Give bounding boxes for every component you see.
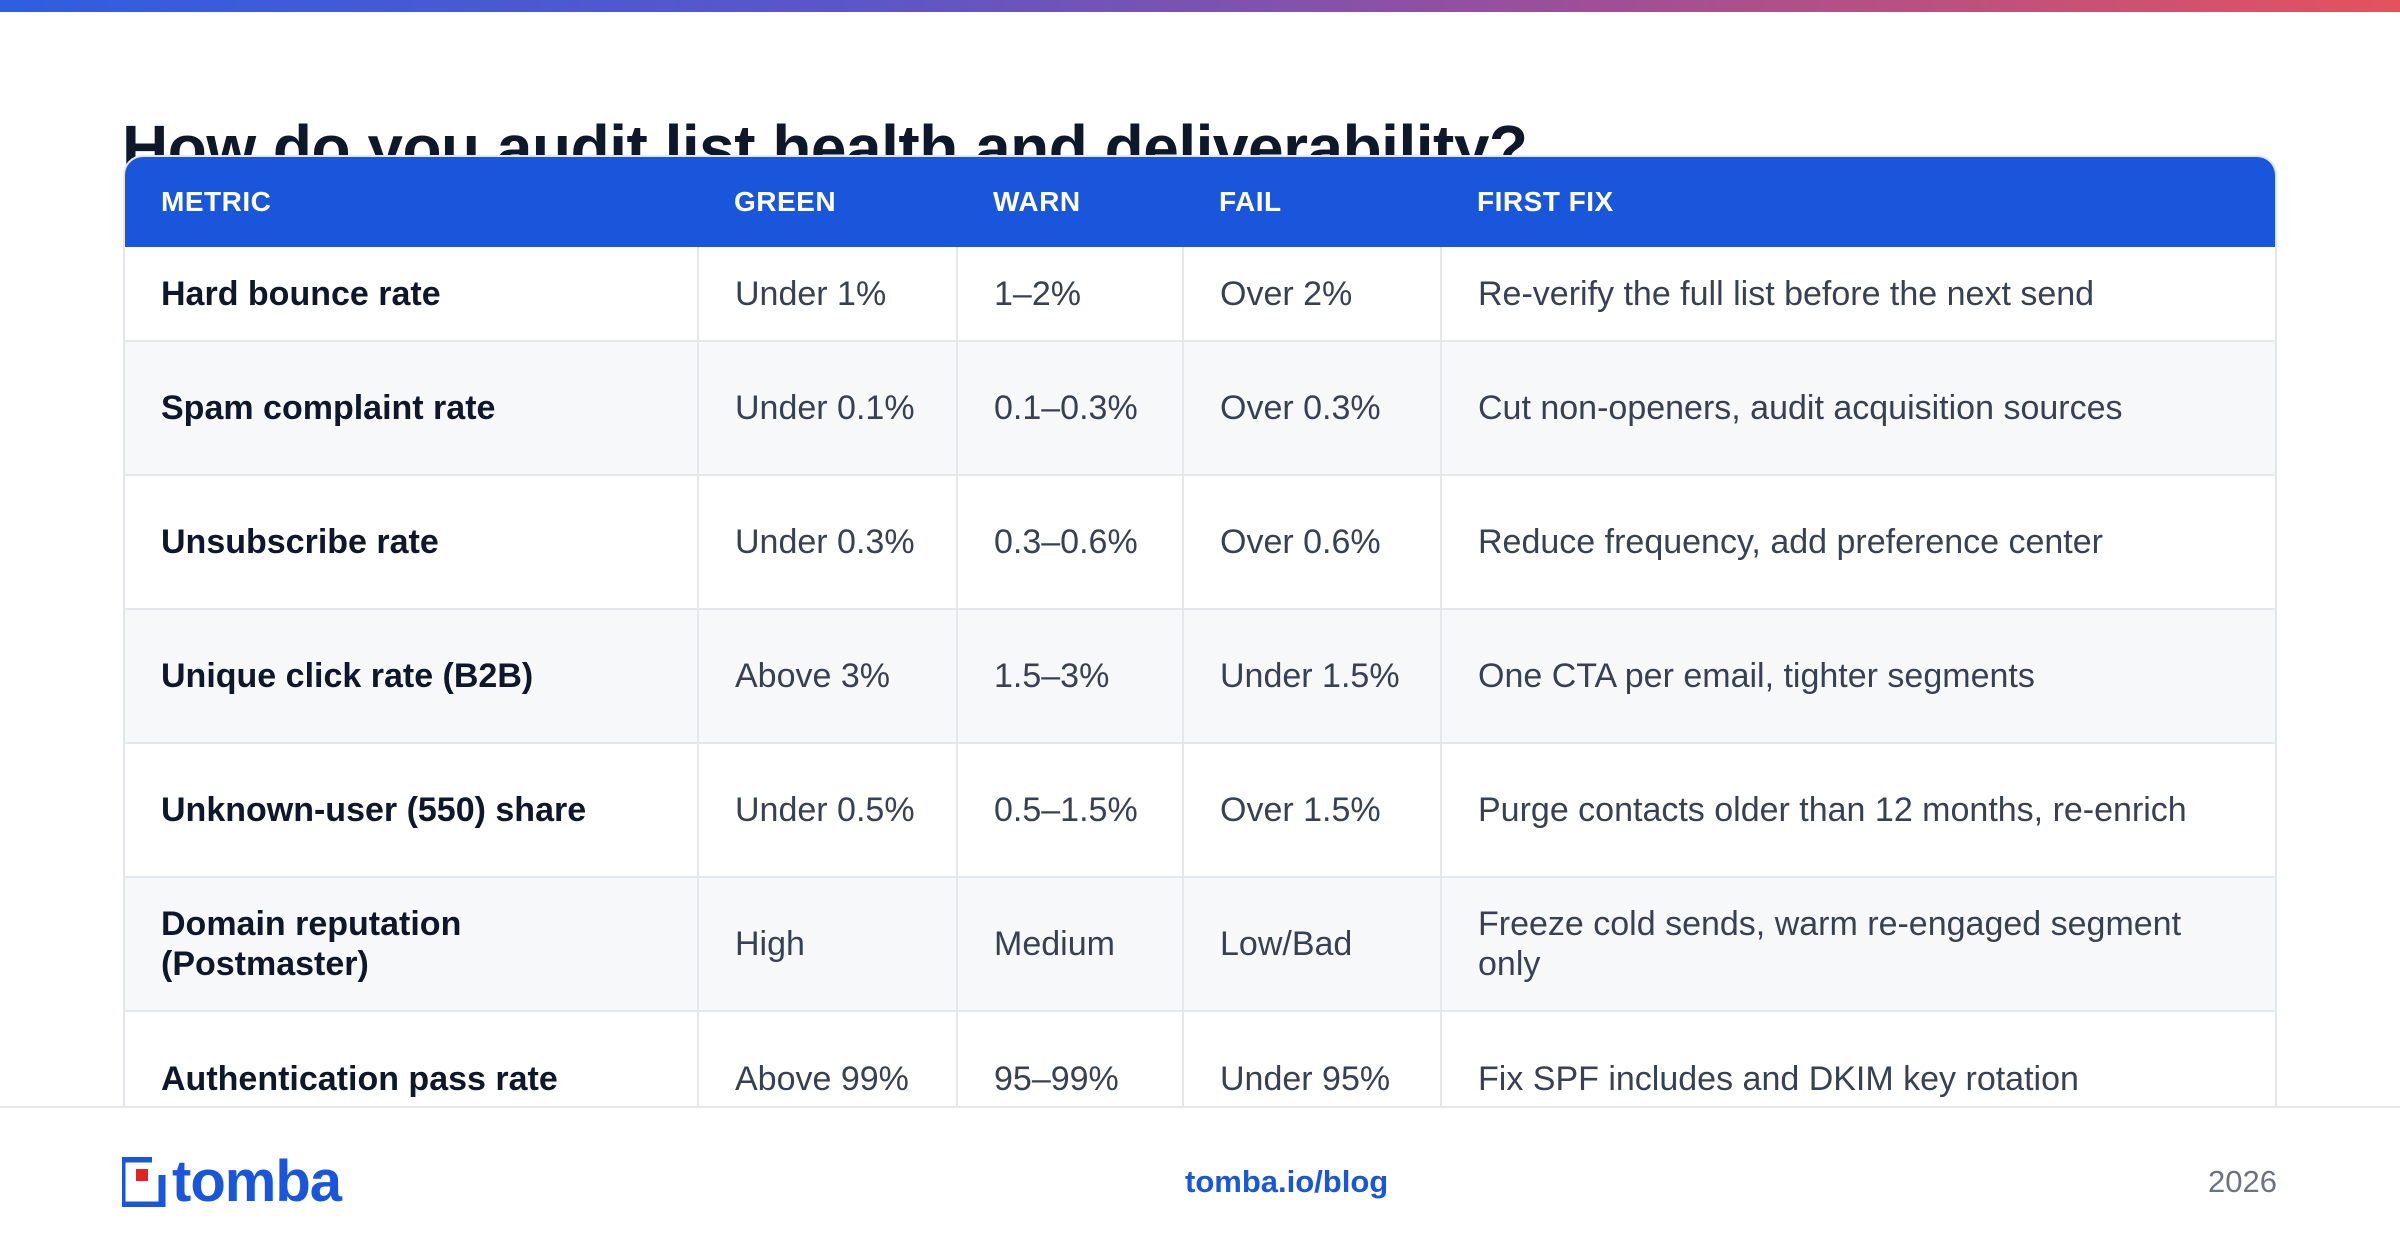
tomba-logo[interactable]: tomba	[122, 1149, 342, 1214]
warn-cell: 0.1–0.3%	[957, 340, 1184, 475]
green-cell: Under 1%	[698, 247, 958, 341]
tomba-logo-icon	[122, 1157, 166, 1207]
first-fix-cell: Reduce frequency, add preference center	[1441, 474, 2275, 609]
table-row: Unsubscribe rate Under 0.3% 0.3–0.6% Ove…	[125, 474, 2275, 609]
metric-cell: Spam complaint rate	[125, 340, 699, 475]
fail-cell: Over 0.6%	[1183, 474, 1442, 609]
table-header-row: METRIC GREEN WARN FAIL FIRST FIX	[125, 157, 2275, 247]
warn-cell: Medium	[957, 876, 1184, 1011]
table-row: Unknown-user (550) share Under 0.5% 0.5–…	[125, 742, 2275, 877]
first-fix-cell: Purge contacts older than 12 months, re-…	[1441, 742, 2275, 877]
table-row: Hard bounce rate Under 1% 1–2% Over 2% R…	[125, 247, 2275, 341]
top-gradient-bar	[0, 0, 2400, 12]
green-cell: Above 3%	[698, 608, 958, 743]
metric-cell: Unsubscribe rate	[125, 474, 699, 609]
footer	[0, 1108, 2400, 1260]
fail-cell: Over 1.5%	[1183, 742, 1442, 877]
green-cell: Under 0.3%	[698, 474, 958, 609]
fail-cell: Under 1.5%	[1183, 608, 1442, 743]
header-metric: METRIC	[125, 157, 698, 247]
header-warn: WARN	[957, 157, 1183, 247]
warn-cell: 0.5–1.5%	[957, 742, 1184, 877]
header-first-fix: FIRST FIX	[1441, 157, 2275, 247]
table-row: Spam complaint rate Under 0.1% 0.1–0.3% …	[125, 340, 2275, 475]
first-fix-cell: Freeze cold sends, warm re-engaged segme…	[1441, 876, 2275, 1011]
green-cell: High	[698, 876, 958, 1011]
table-row: Domain reputation (Postmaster) High Medi…	[125, 876, 2275, 1011]
metric-cell: Domain reputation (Postmaster)	[125, 876, 699, 1011]
header-green: GREEN	[698, 157, 957, 247]
metric-cell: Unknown-user (550) share	[125, 742, 699, 877]
logo-text: tomba	[172, 1149, 342, 1214]
footer-year: 2026	[2208, 1164, 2277, 1199]
metrics-table: METRIC GREEN WARN FAIL FIRST FIX Hard bo…	[125, 157, 2275, 1143]
metric-cell: Hard bounce rate	[125, 247, 699, 341]
green-cell: Under 0.5%	[698, 742, 958, 877]
first-fix-cell: Cut non-openers, audit acquisition sourc…	[1441, 340, 2275, 475]
fail-cell: Low/Bad	[1183, 876, 1442, 1011]
warn-cell: 0.3–0.6%	[957, 474, 1184, 609]
blog-link[interactable]: tomba.io/blog	[1185, 1164, 1389, 1199]
metrics-table-card: METRIC GREEN WARN FAIL FIRST FIX Hard bo…	[123, 155, 2277, 1145]
warn-cell: 1–2%	[957, 247, 1184, 341]
footer-divider	[0, 1106, 2400, 1108]
first-fix-cell: One CTA per email, tighter segments	[1441, 608, 2275, 743]
fail-cell: Over 2%	[1183, 247, 1442, 341]
green-cell: Under 0.1%	[698, 340, 958, 475]
fail-cell: Over 0.3%	[1183, 340, 1442, 475]
first-fix-cell: Re-verify the full list before the next …	[1478, 274, 2095, 313]
header-fail: FAIL	[1183, 157, 1441, 247]
metric-cell: Unique click rate (B2B)	[125, 608, 699, 743]
table-row: Unique click rate (B2B) Above 3% 1.5–3% …	[125, 608, 2275, 743]
warn-cell: 1.5–3%	[957, 608, 1184, 743]
